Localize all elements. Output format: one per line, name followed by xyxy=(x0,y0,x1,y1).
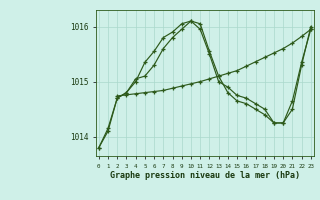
X-axis label: Graphe pression niveau de la mer (hPa): Graphe pression niveau de la mer (hPa) xyxy=(110,171,300,180)
